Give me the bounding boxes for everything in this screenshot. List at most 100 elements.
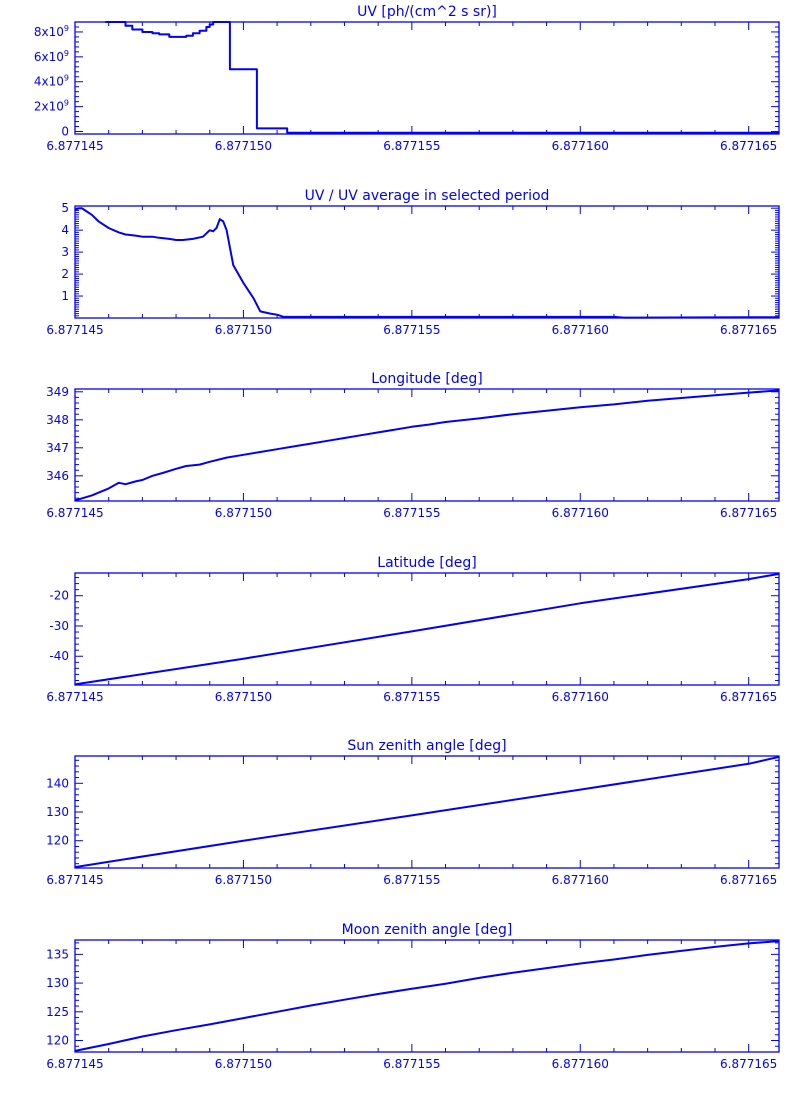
panel-1: UV [ph/(cm^2 s sr)] 6.877145 6.877150 6.877… (34, 4, 780, 153)
x-tick-label: 6.877165 (720, 873, 777, 887)
x-tick-label: 6.877145 (46, 873, 103, 887)
y-tick-label: 1 (61, 289, 69, 303)
y-tick-label-base: 135 (46, 947, 69, 961)
y-tick-label-exponent: 9 (64, 49, 69, 58)
plot-frame (74, 21, 780, 135)
x-tick-label: 6.877150 (215, 506, 272, 520)
x-tick-label: 6.877155 (383, 323, 440, 337)
x-tick-label: 6.877155 (383, 139, 440, 153)
y-tick-label: 346 (46, 469, 69, 483)
x-tick-label: 6.877160 (552, 873, 609, 887)
y-tick-label: -20 (49, 589, 69, 603)
panel-6: Moon zenith angle [deg] 6.877145 6.877150 6… (46, 922, 780, 1071)
plot-frame (74, 939, 780, 1053)
panel-title: UV / UV average in selected period (305, 188, 550, 204)
x-tick-label: 6.877165 (720, 506, 777, 520)
y-tick-label: 6x109 (34, 49, 69, 64)
x-tick-label: 6.877160 (552, 690, 609, 704)
y-tick-label: 347 (46, 441, 69, 455)
y-tick-label: 5 (61, 201, 69, 215)
y-tick-label-base: 4x10 (34, 75, 64, 89)
x-tick-label: 6.877145 (46, 690, 103, 704)
x-tick-label: 6.877145 (46, 139, 103, 153)
y-tick-label-base: -20 (49, 589, 69, 603)
panel-3: Longitude [deg] 6.877145 6.877150 6.877155 6… (46, 371, 780, 520)
panel-2: UV / UV average in selected period 6.8771… (46, 188, 780, 337)
y-tick-label-base: 0 (61, 125, 69, 139)
x-tick-label: 6.877145 (46, 1057, 103, 1071)
y-tick-label-base: -40 (49, 649, 69, 663)
y-tick-label-base: 5 (61, 201, 69, 215)
panel-4: Latitude [deg] 6.877145 6.877150 6.877155 6.… (46, 555, 780, 704)
series-line (74, 389, 780, 502)
y-tick-label: 120 (46, 834, 69, 848)
y-tick-label-base: 348 (46, 413, 69, 427)
panel-title: Moon zenith angle [deg] (342, 922, 513, 938)
y-tick-label: -30 (49, 619, 69, 633)
y-tick-label: 4 (61, 223, 69, 237)
y-tick-label: 349 (46, 385, 69, 399)
plot-frame (74, 205, 780, 319)
x-tick-label: 6.877160 (552, 139, 609, 153)
plot-frame (74, 572, 780, 686)
y-tick-label-base: -30 (49, 619, 69, 633)
x-tick-label: 6.877160 (552, 323, 609, 337)
y-tick-label-base: 130 (46, 805, 69, 819)
y-tick-label-exponent: 9 (64, 74, 69, 83)
y-tick-label: 120 (46, 1034, 69, 1048)
series-line (74, 572, 780, 686)
y-tick-label-base: 140 (46, 776, 69, 790)
panel-title: Sun zenith angle [deg] (347, 738, 506, 754)
x-tick-label: 6.877155 (383, 1057, 440, 1071)
y-tick-label: 130 (46, 805, 69, 819)
y-tick-label-base: 349 (46, 385, 69, 399)
x-tick-label: 6.877155 (383, 506, 440, 520)
y-tick-label-base: 347 (46, 441, 69, 455)
y-tick-label-base: 4 (61, 223, 69, 237)
x-tick-label: 6.877160 (552, 1057, 609, 1071)
series-line (74, 755, 780, 869)
x-tick-label: 6.877150 (215, 873, 272, 887)
x-tick-label: 6.877165 (720, 690, 777, 704)
x-tick-label: 6.877150 (215, 1057, 272, 1071)
y-tick-label: 125 (46, 1005, 69, 1019)
y-tick-label-base: 2x10 (34, 100, 64, 114)
x-tick-label: 6.877145 (46, 323, 103, 337)
y-tick-label: 130 (46, 976, 69, 990)
x-tick-label: 6.877150 (215, 139, 272, 153)
x-tick-label: 6.877160 (552, 506, 609, 520)
panel-title: UV [ph/(cm^2 s sr)] (357, 4, 497, 20)
y-tick-label-base: 120 (46, 1034, 69, 1048)
series-line (74, 207, 779, 319)
series-line (105, 21, 779, 134)
y-tick-label: 0 (61, 125, 69, 139)
y-tick-label-base: 1 (61, 289, 69, 303)
y-tick-label-base: 125 (46, 1005, 69, 1019)
panel-title: Latitude [deg] (377, 555, 476, 571)
plot-frame (74, 388, 780, 502)
y-tick-label: 3 (61, 245, 69, 259)
x-tick-label: 6.877155 (383, 873, 440, 887)
y-tick-label: 2 (61, 267, 69, 281)
y-tick-label: 135 (46, 947, 69, 961)
x-tick-label: 6.877165 (720, 323, 777, 337)
y-tick-label: 348 (46, 413, 69, 427)
y-tick-label-base: 2 (61, 267, 69, 281)
series-line (74, 940, 780, 1052)
y-tick-label-base: 346 (46, 469, 69, 483)
y-tick-label: -40 (49, 649, 69, 663)
y-tick-label: 2x109 (34, 99, 69, 114)
x-tick-label: 6.877150 (215, 690, 272, 704)
y-tick-label-base: 3 (61, 245, 69, 259)
x-tick-label: 6.877150 (215, 323, 272, 337)
x-tick-label: 6.877145 (46, 506, 103, 520)
y-tick-label-base: 6x10 (34, 50, 64, 64)
y-tick-label-exponent: 9 (64, 24, 69, 33)
y-tick-label-exponent: 9 (64, 99, 69, 108)
y-tick-label-base: 8x10 (34, 25, 64, 39)
panel-5: Sun zenith angle [deg] 6.877145 6.877150 6.… (46, 738, 780, 887)
x-tick-label: 6.877165 (720, 1057, 777, 1071)
y-tick-label: 4x109 (34, 74, 69, 89)
y-tick-label-base: 120 (46, 834, 69, 848)
